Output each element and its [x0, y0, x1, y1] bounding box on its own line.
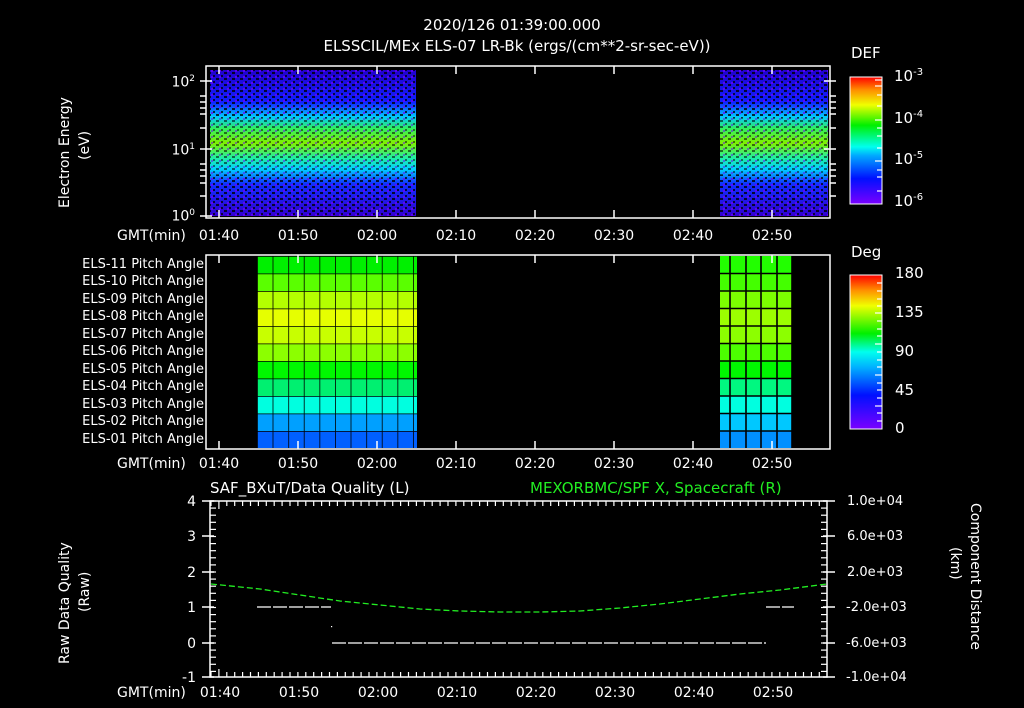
distance-tick: -2.0e+03: [846, 600, 907, 615]
time-tick: 02:20: [515, 685, 557, 701]
time-tick: 02:20: [514, 228, 556, 244]
distance-tick: -6.0e+03: [846, 636, 907, 651]
quality-tick: 0: [187, 636, 196, 652]
row-label: ELS-06 Pitch Angle: [82, 344, 204, 359]
time-axis-label-3: GMT(min): [117, 685, 186, 701]
deg-tick: 45: [895, 381, 915, 399]
distance-tick: -1.0e+04: [846, 670, 907, 685]
def-colorbar-title: DEF: [851, 44, 881, 62]
time-tick: 02:20: [514, 456, 556, 472]
time-tick: 01:40: [199, 685, 241, 701]
quality-axis-units: (Raw): [77, 571, 93, 612]
time-tick: 02:40: [673, 685, 715, 701]
def-tick: 10-5: [894, 150, 924, 168]
row-label: ELS-02 Pitch Angle: [82, 414, 204, 429]
row-label: ELS-08 Pitch Angle: [82, 309, 204, 324]
panel3-right-title: MEXORBMC/SPF X, Spacecraft (R): [530, 479, 782, 497]
row-label: ELS-11 Pitch Angle: [82, 257, 204, 272]
time-tick: 02:10: [436, 685, 478, 701]
time-tick: 02:00: [356, 456, 398, 472]
deg-tick: 135: [895, 303, 924, 321]
energy-tick-1: 100: [171, 208, 195, 225]
quality-tick: 1: [187, 600, 196, 616]
time-tick: 01:50: [278, 685, 320, 701]
quality-tick: -1: [182, 670, 196, 686]
def-tick: 10-4: [894, 109, 924, 127]
def-tick: 10-3: [894, 67, 924, 85]
row-label: ELS-03 Pitch Angle: [82, 397, 204, 412]
row-label: ELS-07 Pitch Angle: [82, 327, 204, 342]
distance-tick: 6.0e+03: [847, 529, 904, 544]
time-tick: 02:40: [672, 456, 714, 472]
time-tick: 02:10: [435, 228, 477, 244]
row-label: ELS-09 Pitch Angle: [82, 292, 204, 307]
time-axis-label-1: GMT(min): [117, 228, 186, 244]
panel3-left-title: SAF_BXuT/Data Quality (L): [210, 479, 410, 497]
time-tick: 02:10: [435, 456, 477, 472]
time-tick: 02:50: [752, 685, 794, 701]
row-label: ELS-05 Pitch Angle: [82, 362, 204, 377]
distance-axis-units: (km): [947, 547, 963, 580]
deg-tick: 90: [895, 342, 915, 360]
energy-tick-10: 101: [171, 142, 195, 159]
time-tick: 01:40: [198, 456, 240, 472]
time-tick: 02:30: [593, 228, 635, 244]
distance-axis-label: Component Distance: [967, 503, 983, 650]
energy-tick-100: 102: [171, 74, 195, 91]
quality-tick: 3: [187, 529, 196, 545]
time-tick: 02:00: [356, 228, 398, 244]
deg-tick: 0: [895, 419, 905, 437]
distance-tick: 1.0e+04: [847, 494, 904, 509]
quality-tick: 2: [187, 565, 196, 581]
plot-datetime: 2020/126 01:39:00.000: [423, 16, 601, 34]
quality-tick: 4: [187, 494, 196, 510]
deg-tick: 180: [895, 264, 924, 282]
row-label: ELS-01 Pitch Angle: [82, 432, 204, 447]
time-tick: 02:40: [672, 228, 714, 244]
time-tick: 01:50: [277, 456, 319, 472]
row-label: ELS-10 Pitch Angle: [82, 274, 204, 289]
def-tick: 10-6: [894, 192, 924, 210]
time-tick: 01:50: [277, 228, 319, 244]
time-tick: 02:00: [357, 685, 399, 701]
time-axis-label-2: GMT(min): [117, 456, 186, 472]
deg-colorbar-title: Deg: [851, 243, 882, 261]
quality-axis-label: Raw Data Quality: [57, 542, 73, 664]
time-tick: 02:50: [751, 456, 793, 472]
time-tick: 02:30: [593, 456, 635, 472]
time-tick: 01:40: [198, 228, 240, 244]
time-tick: 02:30: [594, 685, 636, 701]
plot-title: ELSSCIL/MEx ELS-07 LR-Bk (ergs/(cm**2-sr…: [323, 37, 711, 55]
time-tick: 02:50: [751, 228, 793, 244]
distance-tick: 2.0e+03: [847, 565, 904, 580]
row-label: ELS-04 Pitch Angle: [82, 379, 204, 394]
